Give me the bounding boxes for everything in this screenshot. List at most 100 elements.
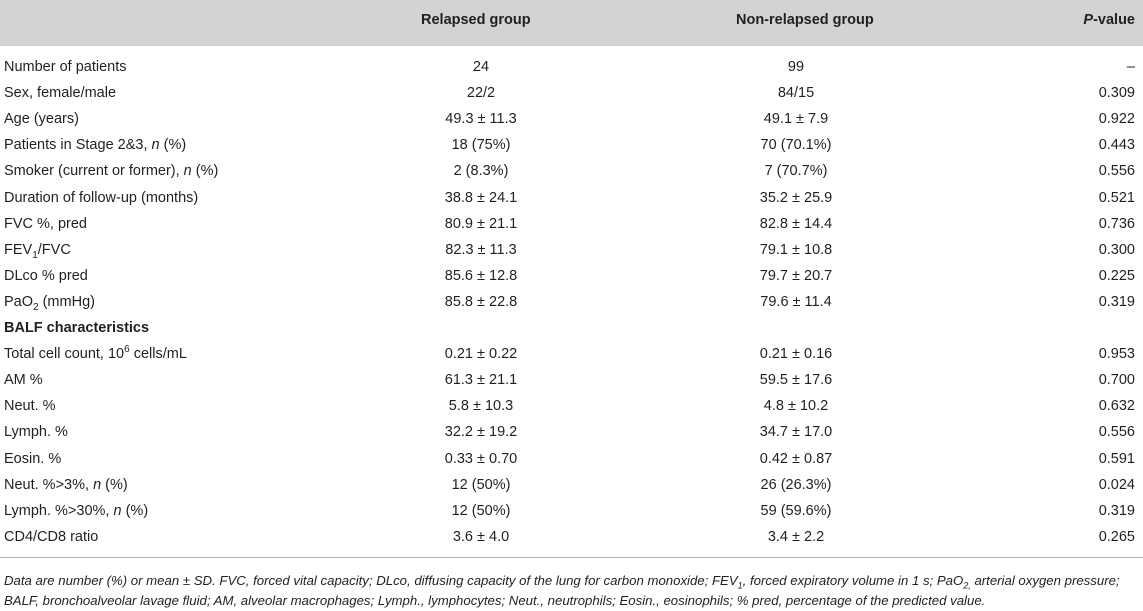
cell-relapsed: 80.9 ± 21.1 [444, 215, 518, 232]
cell-non-relapsed: 7 (70.7%) [764, 163, 828, 180]
row-label-text: (%) [121, 502, 149, 519]
cell-p-value: 0.024 [1098, 476, 1135, 493]
header-non-relapsed: Non-relapsed group [736, 12, 874, 28]
cell-non-relapsed: 0.21 ± 0.16 [759, 346, 833, 363]
cell-relapsed: 85.6 ± 12.8 [444, 267, 518, 284]
row-label-text: PaO [4, 293, 34, 310]
cell-non-relapsed: 99 [787, 59, 805, 75]
cell-p-value: 0.953 [1098, 346, 1135, 363]
cell-non-relapsed: 79.7 ± 20.7 [759, 267, 833, 284]
cell-p-value: 0.632 [1098, 398, 1135, 415]
header-p-rest: -value [1093, 12, 1135, 28]
table-row: Neut. % 5.8 ± 10.3 4.8 ± 10.2 0.632 [0, 393, 1143, 419]
cell-non-relapsed: 49.1 ± 7.9 [763, 111, 829, 128]
row-label: Eosin. % [4, 450, 62, 467]
cell-non-relapsed: 79.6 ± 11.4 [760, 293, 832, 310]
cell-relapsed: 5.8 ± 10.3 [448, 398, 514, 415]
row-label: DLco % pred [4, 267, 88, 284]
row-label-text: FEV [4, 241, 33, 258]
cell-non-relapsed: 82.8 ± 14.4 [759, 215, 833, 232]
footnote-part2: , forced expiratory volume in 1 s; PaO [742, 573, 964, 588]
row-label: Age (years) [4, 111, 79, 128]
table-row: DLco % pred 85.6 ± 12.8 79.7 ± 20.7 0.225 [0, 263, 1143, 289]
cell-relapsed: 18 (75%) [451, 137, 511, 154]
row-label-text: (%) [159, 137, 187, 154]
row-label-text: (%) [191, 163, 219, 180]
footnote-sub2: 2, [963, 580, 971, 591]
table-row: Number of patients 24 99 – [0, 54, 1143, 80]
cell-p-value: 0.443 [1098, 137, 1135, 154]
row-label: CD4/CD8 ratio [4, 528, 99, 545]
cell-relapsed: 22/2 [466, 85, 496, 102]
table-row: Smoker (current or former), n (%) 2 (8.3%… [0, 158, 1143, 184]
row-label: Patients in Stage 2&3, n (%) [4, 132, 186, 158]
footnote-sub1: 1 [737, 580, 743, 591]
footnote-part1: Data are number (%) or mean ± SD. FVC, f… [4, 573, 738, 588]
bottom-rule [0, 557, 1143, 558]
row-label-subscript: 1 [32, 249, 38, 261]
table-row: AM % 61.3 ± 21.1 59.5 ± 17.6 0.700 [0, 367, 1143, 393]
table-row: Eosin. % 0.33 ± 0.70 0.42 ± 0.87 0.591 [0, 446, 1143, 472]
cell-non-relapsed: 79.1 ± 10.8 [759, 241, 833, 258]
header-p-value: P-value [1083, 12, 1135, 28]
row-label-italic: n [93, 476, 102, 493]
row-label-italic: n [183, 163, 192, 180]
row-label-subscript: 2 [33, 301, 39, 313]
row-label: PaO2 (mmHg) [4, 289, 95, 315]
section-heading: BALF characteristics [4, 320, 150, 336]
header-p-italic: P [1083, 12, 1094, 28]
row-label: Lymph. % [4, 424, 68, 441]
row-label: Neut. % [4, 398, 56, 415]
cell-p-value: 0.225 [1098, 267, 1135, 284]
cell-p-value: 0.556 [1098, 163, 1135, 180]
row-label: Lymph. %>30%, n (%) [4, 498, 148, 524]
header-relapsed: Relapsed group [421, 12, 531, 28]
cell-relapsed: 38.8 ± 24.1 [444, 189, 518, 206]
row-label-text: Patients in Stage 2&3, [4, 137, 152, 154]
cell-p-value: 0.736 [1098, 215, 1135, 232]
row-label: Number of patients [4, 59, 127, 75]
cell-p-value: 0.591 [1098, 450, 1135, 467]
cell-non-relapsed: 26 (26.3%) [760, 476, 832, 493]
cell-p-value: – [1126, 59, 1135, 75]
cell-non-relapsed: 70 (70.1%) [760, 137, 832, 154]
table-row: Neut. %>3%, n (%) 12 (50%) 26 (26.3%) 0.024 [0, 472, 1143, 498]
cell-relapsed: 3.6 ± 4.0 [452, 528, 510, 545]
cell-relapsed: 24 [472, 59, 490, 75]
table-row: PaO2 (mmHg) 85.8 ± 22.8 79.6 ± 11.4 0.319 [0, 289, 1143, 315]
cell-p-value: 0.700 [1098, 372, 1135, 389]
cell-relapsed: 12 (50%) [451, 502, 511, 519]
cell-relapsed: 61.3 ± 21.1 [444, 372, 518, 389]
cell-p-value: 0.319 [1098, 502, 1135, 519]
cell-p-value: 0.922 [1098, 111, 1135, 128]
row-label: FVC %, pred [4, 215, 87, 232]
cell-relapsed: 49.3 ± 11.3 [445, 111, 517, 128]
section-row: BALF characteristics [0, 315, 1143, 341]
row-label: Total cell count, 106 cells/mL [4, 341, 187, 367]
table-row: Lymph. % 32.2 ± 19.2 34.7 ± 17.0 0.556 [0, 419, 1143, 445]
table-row: Duration of follow-up (months) 38.8 ± 24.… [0, 185, 1143, 211]
cell-non-relapsed: 4.8 ± 10.2 [763, 398, 829, 415]
row-label: Sex, female/male [4, 85, 117, 102]
row-label-text: (%) [101, 476, 128, 493]
cell-p-value: 0.300 [1098, 241, 1135, 258]
cell-relapsed: 0.21 ± 0.22 [444, 346, 518, 363]
cell-relapsed: 85.8 ± 22.8 [444, 293, 518, 310]
table-row: FVC %, pred 80.9 ± 21.1 82.8 ± 14.4 0.736 [0, 211, 1143, 237]
cell-non-relapsed: 59 (59.6%) [760, 502, 832, 519]
row-label: Duration of follow-up (months) [4, 189, 199, 206]
table-row: Total cell count, 106 cells/mL 0.21 ± 0.2… [0, 341, 1143, 367]
table-row: Lymph. %>30%, n (%) 12 (50%) 59 (59.6%) 0.3… [0, 498, 1143, 524]
cell-non-relapsed: 34.7 ± 17.0 [759, 424, 833, 441]
cell-relapsed: 2 (8.3%) [453, 163, 509, 180]
row-label-text: (mmHg) [38, 293, 95, 310]
table-row: CD4/CD8 ratio 3.6 ± 4.0 3.4 ± 2.2 0.265 [0, 524, 1143, 550]
row-label-superscript: 6 [124, 344, 130, 356]
table-header: Relapsed group Non-relapsed group P-valu… [0, 0, 1143, 46]
row-label-italic: n [113, 502, 122, 519]
cell-relapsed: 82.3 ± 11.3 [445, 241, 517, 258]
cell-p-value: 0.309 [1098, 85, 1135, 102]
cell-non-relapsed: 84/15 [777, 85, 815, 102]
table-row: Sex, female/male 22/2 84/15 0.309 [0, 80, 1143, 106]
